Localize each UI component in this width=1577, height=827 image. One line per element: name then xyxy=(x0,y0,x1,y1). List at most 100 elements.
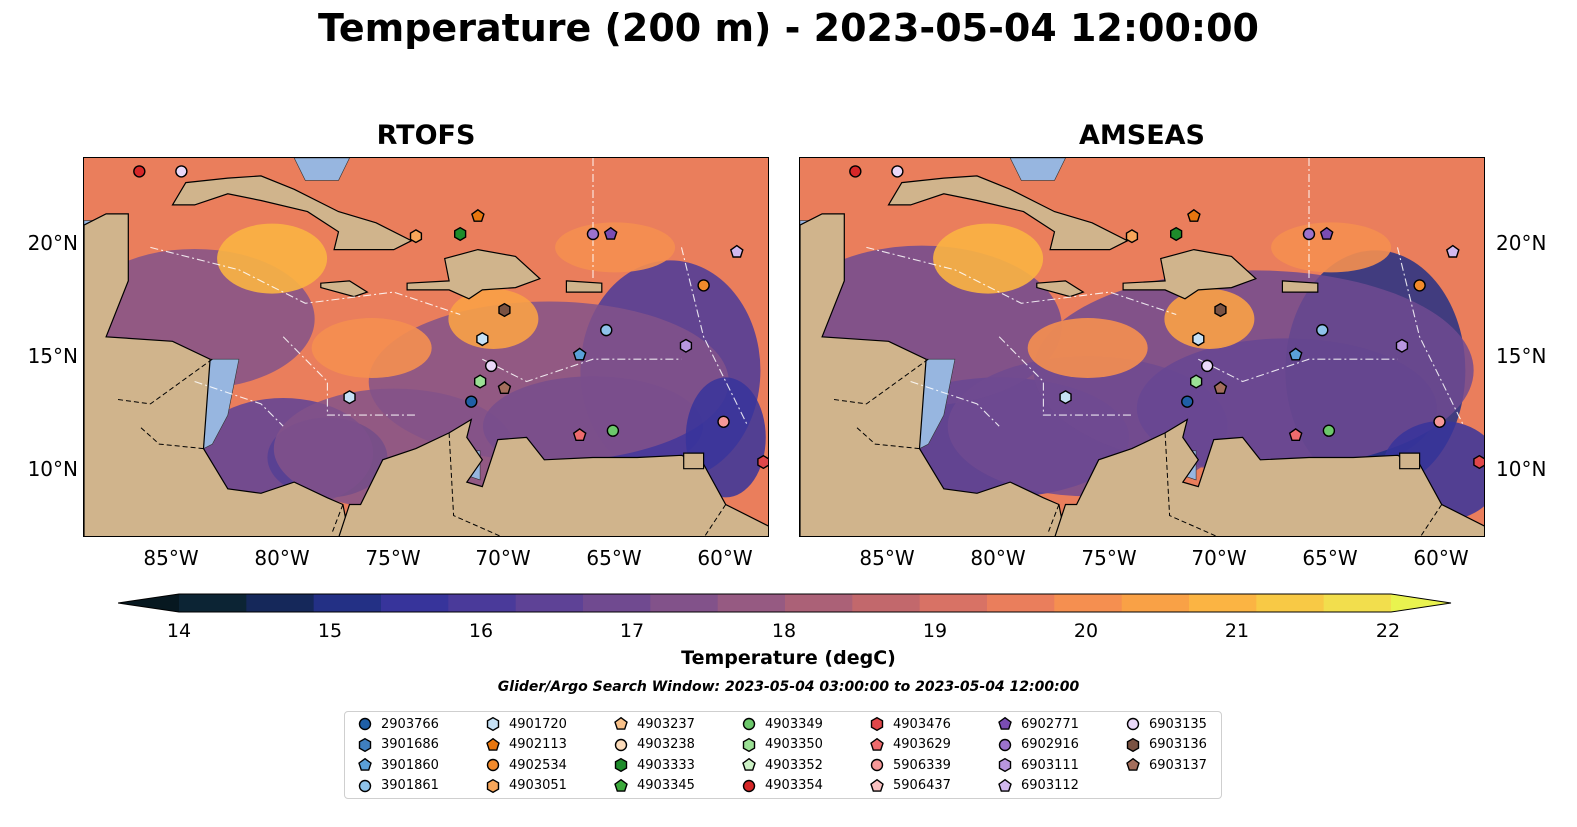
legend-marker-6903136 xyxy=(1126,737,1140,752)
legend-label: 5906339 xyxy=(893,757,951,773)
lon-label-65w-b: 65°W xyxy=(1302,546,1358,570)
legend-marker-5906339 xyxy=(870,758,884,772)
legend-marker-2903766 xyxy=(358,717,372,731)
pentagon-marker-icon xyxy=(870,737,884,751)
map-amseas[interactable] xyxy=(799,157,1485,537)
colorbar-extend-high xyxy=(1391,594,1451,612)
colorbar-tick-14: 14 xyxy=(166,620,192,642)
legend-label: 5906437 xyxy=(893,778,951,793)
legend-marker-4902534 xyxy=(486,758,500,772)
colorbar-segment xyxy=(1121,594,1190,612)
legend-marker-6903135 xyxy=(1126,717,1140,731)
hexagon-marker-icon xyxy=(998,757,1012,773)
legend-item-6903136: 6903136 xyxy=(1125,735,1207,755)
colorbar-segment xyxy=(919,594,988,612)
lon-label-80w-b: 80°W xyxy=(970,546,1026,570)
legend-item-4903333: 4903333 xyxy=(613,755,695,775)
lon-label-60w: 60°W xyxy=(697,546,753,570)
circle-marker-icon xyxy=(742,717,756,731)
legend-label: 6903111 xyxy=(1021,757,1079,773)
float-marker-6902771 xyxy=(1319,226,1334,240)
legend-marker-4903476 xyxy=(870,716,884,732)
legend-marker-4903333 xyxy=(614,757,628,773)
legend-item-4903051: 4903051 xyxy=(485,776,567,796)
float-marker-4901720 xyxy=(343,390,356,405)
legend-label: 6903112 xyxy=(1021,778,1079,793)
legend-item-6903112: 6903112 xyxy=(997,776,1079,796)
colorbar-segment xyxy=(1256,594,1325,612)
colorbar-segment xyxy=(650,594,719,612)
pentagon-marker-icon xyxy=(486,737,500,751)
legend-item-4903629: 4903629 xyxy=(869,735,951,755)
legend-marker-4903629 xyxy=(870,737,884,751)
float-marker-3901861 xyxy=(600,323,613,337)
legend-label: 2903766 xyxy=(381,716,439,732)
map-rtofs[interactable] xyxy=(83,157,769,537)
float-marker-4902534 xyxy=(697,279,710,292)
legend-item-5906437: 5906437 xyxy=(869,776,951,796)
colorbar-label: Temperature (degC) xyxy=(681,647,896,669)
legend-label: 6902771 xyxy=(1021,716,1079,732)
legend-item-4903476: 4903476 xyxy=(869,714,951,734)
legend-label: 4903476 xyxy=(893,716,951,732)
colorbar-tick-22: 22 xyxy=(1375,620,1401,642)
float-marker-6903135 xyxy=(175,165,188,178)
legend-item-3901860: 3901860 xyxy=(357,755,439,775)
float-marker-4901720 xyxy=(1059,390,1072,405)
legend-label: 4903354 xyxy=(765,778,823,793)
float-marker-4903350 xyxy=(1190,374,1203,389)
legend-item-4903349: 4903349 xyxy=(741,714,823,734)
float-marker-4903476 xyxy=(1473,454,1484,470)
legend-marker-4903350 xyxy=(742,737,756,752)
legend-marker-6902916 xyxy=(998,738,1012,751)
legend-marker-4903345 xyxy=(614,778,628,792)
colorbar-tick-18: 18 xyxy=(771,620,797,642)
float-marker-3901860 xyxy=(572,347,587,361)
legend-item-5906339: 5906339 xyxy=(869,755,951,775)
colorbar-tick-16: 16 xyxy=(468,620,494,642)
legend-item-4903354: 4903354 xyxy=(741,776,823,796)
legend-marker-3901686 xyxy=(358,737,372,752)
colorbar-segment xyxy=(515,594,584,612)
colorbar-tick-20: 20 xyxy=(1073,620,1099,642)
legend-label: 6903136 xyxy=(1149,737,1207,752)
pentagon-marker-icon xyxy=(998,778,1012,792)
float-marker-6903136 xyxy=(1214,302,1227,318)
float-marker-4903349 xyxy=(1322,424,1336,437)
legend-item-4902534: 4902534 xyxy=(485,755,567,775)
circle-marker-icon xyxy=(614,738,628,751)
panel-title-amseas: AMSEAS xyxy=(1079,120,1205,151)
float-marker-4902113 xyxy=(1187,208,1201,222)
colorbar-tick-17: 17 xyxy=(619,620,645,642)
legend-label: 4901720 xyxy=(509,716,567,732)
float-marker-2903766 xyxy=(1181,395,1194,408)
colorbar-tick-15: 15 xyxy=(317,620,343,642)
legend-marker-5906437 xyxy=(870,778,884,792)
search-window-caption: Glider/Argo Search Window: 2023-05-04 03… xyxy=(497,679,1080,695)
float-marker-4901720 xyxy=(1192,331,1205,347)
float-marker-4903333 xyxy=(1170,226,1183,242)
float-marker-6903137 xyxy=(497,381,512,395)
legend-label: 6903137 xyxy=(1149,757,1207,773)
float-marker-6903137 xyxy=(1213,381,1228,395)
legend-label: 4903333 xyxy=(637,757,695,773)
lon-label-75w-b: 75°W xyxy=(1081,546,1137,570)
float-marker-3901860 xyxy=(1288,347,1303,361)
colorbar-segment xyxy=(179,594,247,612)
legend-item-6903111: 6903111 xyxy=(997,755,1079,775)
lon-label-75w: 75°W xyxy=(365,546,421,570)
colorbar xyxy=(118,593,1452,613)
pentagon-marker-icon xyxy=(1126,757,1140,771)
float-marker-6903112 xyxy=(1445,244,1460,258)
lat-label-15n-right: 15°N xyxy=(1496,344,1547,368)
colorbar-tick-21: 21 xyxy=(1224,620,1250,642)
float-marker-6902771 xyxy=(603,226,618,240)
legend-label: 4903352 xyxy=(765,757,823,773)
legend-item-4903238: 4903238 xyxy=(613,735,695,755)
float-marker-4903349 xyxy=(606,424,620,437)
lat-label-10n: 10°N xyxy=(27,457,78,481)
float-marker-6903135 xyxy=(1200,359,1214,373)
legend-label: 4903051 xyxy=(509,778,567,793)
panel-title-rtofs: RTOFS xyxy=(376,120,476,151)
pentagon-marker-icon xyxy=(614,778,628,792)
